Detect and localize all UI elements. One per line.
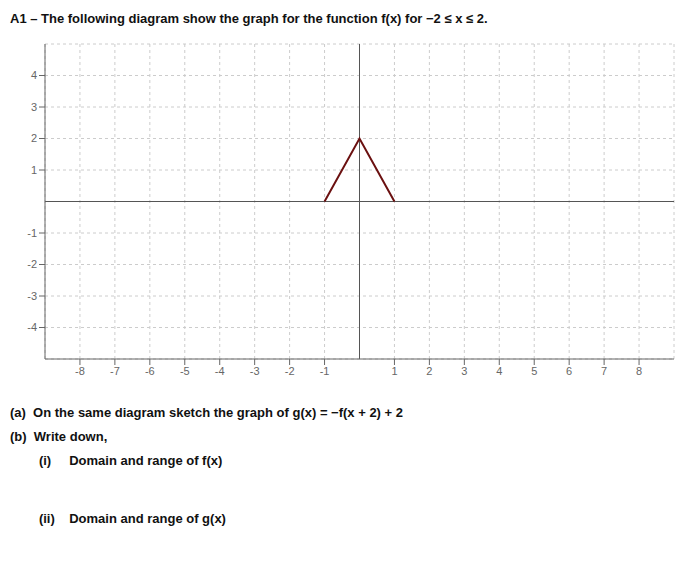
svg-text:-1: -1	[320, 365, 330, 377]
svg-text:-2: -2	[285, 365, 295, 377]
svg-text:-4: -4	[215, 365, 225, 377]
svg-text:4: 4	[31, 69, 37, 81]
svg-text:-7: -7	[110, 365, 120, 377]
html-text:(b) Write down,: (b) Write down,	[10, 429, 108, 444]
svg-text:3: 3	[31, 101, 37, 113]
svg-text:-1: -1	[27, 227, 37, 239]
html-text:(ii) Domain and range of g(x): (ii) Domain and range of g(x)	[10, 511, 226, 526]
svg-text:1: 1	[391, 365, 397, 377]
svg-text:-4: -4	[27, 321, 37, 333]
svg-text:4: 4	[496, 365, 502, 377]
svg-text:3: 3	[461, 365, 467, 377]
svg-text:-5: -5	[180, 365, 190, 377]
html-text:A1 – The following diagram sho: A1 – The following diagram show the grap…	[10, 11, 488, 26]
svg-text:-6: -6	[145, 365, 155, 377]
html-text:(a) On the same diagram sketch: (a) On the same diagram sketch the graph…	[10, 405, 403, 420]
svg-text:2: 2	[426, 365, 432, 377]
svg-text:8: 8	[636, 365, 642, 377]
html-text:(i) Domain and range of f(x): (i) Domain and range of f(x)	[10, 453, 223, 468]
svg-text:-3: -3	[27, 290, 37, 302]
svg-text:-2: -2	[27, 258, 37, 270]
svg-text:-8: -8	[75, 365, 85, 377]
svg-text:2: 2	[31, 132, 37, 144]
svg-text:6: 6	[566, 365, 572, 377]
svg-text:7: 7	[601, 365, 607, 377]
svg-text:-3: -3	[250, 365, 260, 377]
svg-text:5: 5	[531, 365, 537, 377]
svg-text:1: 1	[31, 164, 37, 176]
